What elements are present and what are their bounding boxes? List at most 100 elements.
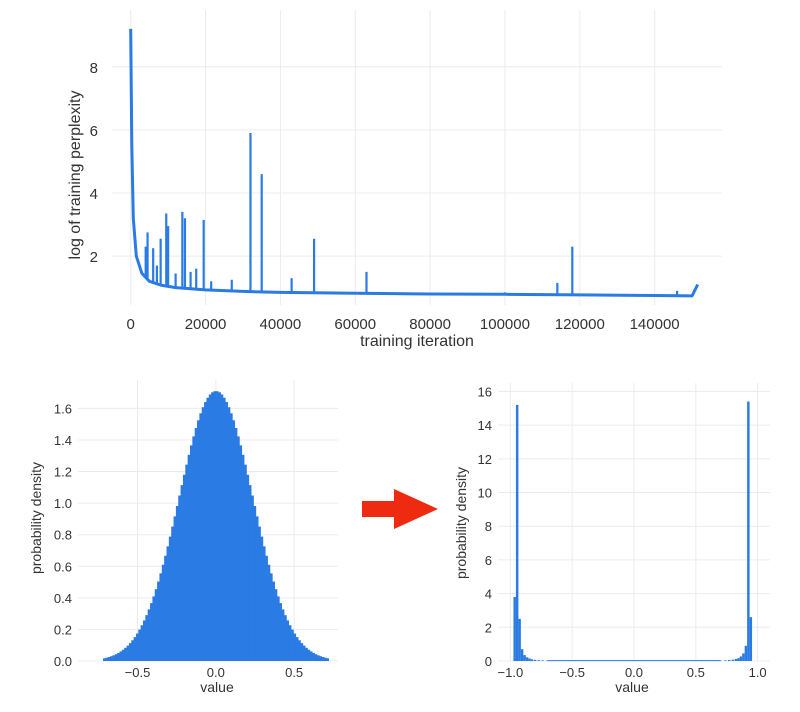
histogram-bar [239,445,243,661]
histogram-bar [164,555,167,661]
histogram-bar [161,564,165,661]
histogram-bar [208,394,212,661]
before-chart-x-tick-label: −0.5 [125,665,151,680]
histogram-bar [734,658,738,661]
histogram-bar [147,609,151,661]
after-chart-x-tick-label: −0.5 [559,665,585,680]
after-chart-y-tick-label: 16 [478,384,492,399]
histogram-bar [180,485,184,661]
histogram-bar [724,660,727,661]
before-chart-bars [103,391,330,661]
histogram-bar [227,407,231,661]
histogram-bar [293,633,297,661]
histogram-bar [128,643,132,661]
histogram-bar [107,657,111,661]
histogram-bar [279,603,283,661]
histogram-bar [206,397,210,661]
histogram-bar [530,659,534,661]
histogram-bar [326,658,330,661]
histogram-bar [133,637,137,661]
histogram-bar [731,659,735,661]
histogram-bar [222,397,226,661]
top-chart-y-tick-label: 8 [90,60,98,77]
histogram-bar [154,589,158,661]
histogram-bar [286,620,290,661]
histogram-bar [201,407,205,661]
histogram-bar [269,573,273,661]
histogram-bar [255,516,259,661]
histogram-bar [192,436,196,661]
histogram-bar [143,620,146,661]
histogram-bar [229,413,233,661]
perplexity-line [129,28,700,298]
histogram-bar [138,629,142,661]
histogram-bar [199,413,203,661]
after-chart-x-tick-label: 0.5 [687,665,705,680]
histogram-bar [112,655,116,661]
histogram-bar [135,633,139,661]
top-chart-x-tick-label: 20000 [185,316,227,333]
top-chart-x-tick-label: 80000 [409,316,451,333]
after-chart-y-tick-label: 4 [485,587,492,602]
before-chart-x-tick-label: 0.0 [207,665,225,680]
histogram-bar [291,629,294,661]
histogram-bar [307,649,311,661]
before-chart-y-tick-label: 0.8 [54,528,72,543]
histogram-bar [251,495,254,661]
histogram-bar [323,657,327,661]
top-chart-x-tick-label: 140000 [630,316,680,333]
histogram-bar [528,658,531,661]
histogram-bar [204,401,207,661]
histogram-bar [211,392,214,661]
histogram-bar [152,596,156,661]
top-chart-x-tick-label: 120000 [555,316,605,333]
histogram-bar [236,436,240,661]
before-chart-x-tick-label: 0.5 [285,665,303,680]
histogram-bar [533,659,537,661]
before-chart-y-tick-label: 1.4 [54,433,72,448]
histogram-bar [305,647,308,661]
histogram-bar [309,651,313,661]
before-chart-x-axis-label: value [200,679,234,695]
histogram-bar [150,603,153,661]
histogram-bar [173,516,177,661]
histogram-bar [272,581,275,661]
after-chart-y-tick-label: 10 [478,486,492,501]
histogram-bar [541,660,544,661]
histogram-bar [244,464,247,661]
histogram-bar [258,526,261,661]
histogram-bar [248,485,252,661]
before-chart-y-tick-label: 0.4 [54,591,72,606]
after-chart-y-axis-label: probability density [453,467,469,579]
transform-arrow [362,489,438,529]
histogram-bar [288,625,292,661]
histogram-bar [319,656,322,661]
after-chart-x-tick-label: 0.0 [625,665,643,680]
top-chart-x-tick-label: 100000 [480,316,530,333]
before-chart-y-tick-label: 0.6 [54,559,72,574]
histogram-bar [131,640,135,661]
histogram-bar [283,615,287,661]
histogram-bar [253,505,257,661]
top-chart-y-axis-label: log of training perplexity [67,91,84,260]
histogram-bar [260,536,264,661]
histogram-bar [225,401,228,661]
before-chart-y-tick-label: 0.0 [54,654,72,669]
histogram-bar [220,394,224,661]
histogram-bar [276,596,280,661]
histogram-bar [298,640,301,661]
histogram-bar [171,526,174,661]
before-chart-y-tick-label: 1.6 [54,401,72,416]
histogram-bar [215,391,219,661]
histogram-bar [747,401,750,661]
top-chart-x-axis-label: training iteration [360,333,474,350]
histogram-bar [218,392,221,661]
top-chart-y-tick-label: 6 [90,123,98,140]
before-chart-y-tick-label: 1.2 [54,465,72,480]
histogram-bar [234,427,238,661]
histogram-bar [185,464,189,661]
histogram-bar [537,660,541,661]
histogram-bar [232,420,236,661]
top-chart-x-ticks: 0 20000 40000 60000 80000 100000 120000 140000 [127,316,680,333]
after-chart-y-tick-label: 14 [478,418,492,433]
